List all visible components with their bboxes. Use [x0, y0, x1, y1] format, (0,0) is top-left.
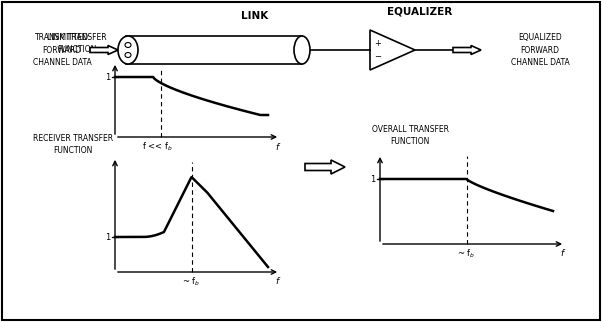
Text: OVERALL TRANSFER
FUNCTION: OVERALL TRANSFER FUNCTION [371, 125, 448, 146]
Text: f << f$_b$: f << f$_b$ [141, 141, 172, 153]
Text: f: f [276, 278, 279, 287]
Text: f: f [276, 143, 279, 151]
Text: EQUALIZER: EQUALIZER [387, 6, 453, 16]
Text: ~ f$_b$: ~ f$_b$ [458, 248, 476, 260]
Ellipse shape [294, 36, 310, 64]
Text: 1: 1 [105, 232, 110, 242]
Text: +: + [374, 39, 382, 48]
Text: LINK TRANSFER
FUNCTION: LINK TRANSFER FUNCTION [47, 33, 107, 54]
Text: 1: 1 [105, 72, 110, 81]
Text: 1: 1 [370, 175, 375, 184]
Text: LINK: LINK [241, 11, 268, 21]
Text: f: f [560, 250, 563, 259]
Ellipse shape [125, 43, 131, 48]
Ellipse shape [118, 36, 138, 64]
Text: RECEIVER TRANSFER
FUNCTION: RECEIVER TRANSFER FUNCTION [33, 134, 113, 155]
Text: TRANSMITTED
FORWARD
CHANNEL DATA: TRANSMITTED FORWARD CHANNEL DATA [33, 33, 92, 67]
Text: −: − [374, 52, 382, 62]
Polygon shape [453, 45, 481, 54]
Polygon shape [90, 45, 118, 54]
Text: ~ f$_b$: ~ f$_b$ [182, 276, 200, 288]
Ellipse shape [125, 52, 131, 58]
Polygon shape [305, 160, 345, 174]
Text: EQUALIZED
FORWARD
CHANNEL DATA: EQUALIZED FORWARD CHANNEL DATA [510, 33, 569, 67]
